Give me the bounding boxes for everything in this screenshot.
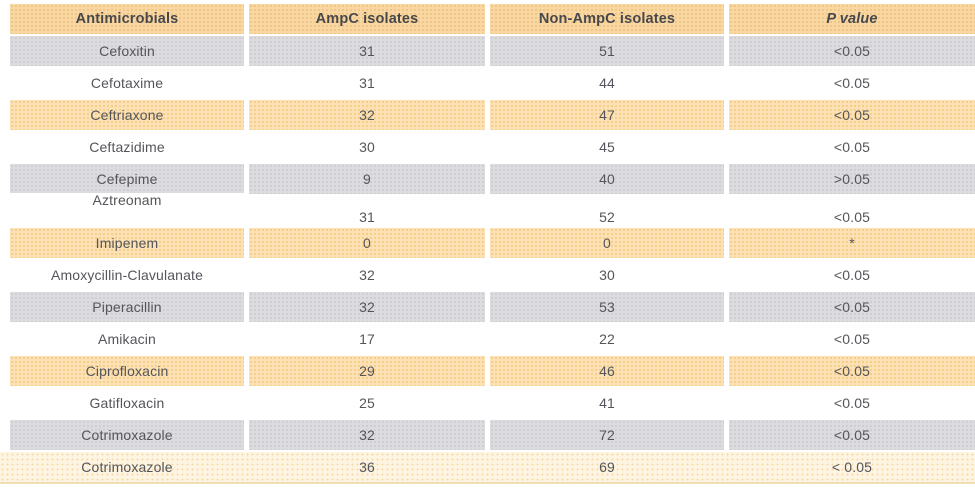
cell-non-ampc-isolates: 72 — [490, 420, 724, 450]
cell-p-value: <0.05 — [729, 324, 975, 354]
cell-ampc-isolates: 30 — [249, 132, 485, 162]
cell-non-ampc-isolates: 22 — [490, 324, 724, 354]
cell-antimicrobial: Amoxycillin-Clavulanate — [10, 260, 244, 290]
cell-ampc-isolates: 32 — [249, 420, 485, 450]
cell-p-value: <0.05 — [729, 132, 975, 162]
table-header-row: Antimicrobials AmpC isolates Non-AmpC is… — [10, 4, 975, 34]
cell-p-value: <0.05 — [729, 292, 975, 322]
cell-non-ampc-isolates: 40 — [490, 164, 724, 194]
cell-p-value: <0.05 — [729, 388, 975, 418]
cell-ampc-isolates: 31 — [249, 196, 485, 226]
cell-ampc-isolates: 32 — [249, 100, 485, 130]
cell-antimicrobial: Ciprofloxacin — [10, 356, 244, 386]
table-row: Amoxycillin-Clavulanate 32 30 <0.05 — [10, 260, 975, 290]
cell-antimicrobial: Aztreonam — [10, 193, 244, 226]
cell-p-value: <0.05 — [729, 68, 975, 98]
cell-antimicrobial: Cefotaxime — [10, 68, 244, 98]
cell-non-ampc-isolates: 44 — [490, 68, 724, 98]
cell-antimicrobial: Amikacin — [10, 324, 244, 354]
cell-p-value: < 0.05 — [831, 459, 873, 475]
antimicrobials-table: Antimicrobials AmpC isolates Non-AmpC is… — [0, 4, 975, 484]
cell-p-value: <0.05 — [729, 356, 975, 386]
column-header-ampc-isolates: AmpC isolates — [249, 4, 485, 34]
table-row: Cefoxitin 31 51 <0.05 — [10, 36, 975, 66]
cell-ampc-isolates: 32 — [249, 260, 485, 290]
cell-ampc-isolates: 17 — [249, 324, 485, 354]
table-row: Cefotaxime 31 44 <0.05 — [10, 68, 975, 98]
table-row: Ciprofloxacin 29 46 <0.05 — [10, 356, 975, 386]
cell-non-ampc-isolates: 53 — [490, 292, 724, 322]
cell-ampc-isolates: 29 — [249, 356, 485, 386]
cell-antimicrobial: Ceftazidime — [10, 132, 244, 162]
cell-ampc-isolates: 31 — [249, 36, 485, 66]
table-row: Ceftazidime 30 45 <0.05 — [10, 132, 975, 162]
cell-antimicrobial: Piperacillin — [10, 292, 244, 322]
cell-p-value: >0.05 — [729, 164, 975, 194]
cell-ampc-isolates: 31 — [249, 68, 485, 98]
cell-non-ampc-isolates: 45 — [490, 132, 724, 162]
cell-non-ampc-isolates: 51 — [490, 36, 724, 66]
cell-p-value: <0.05 — [729, 260, 975, 290]
cell-ampc-isolates: 36 — [359, 459, 375, 475]
cell-p-value: <0.05 — [729, 36, 975, 66]
table-row: Aztreonam 31 52 <0.05 — [10, 193, 975, 226]
table-row: Cotrimoxazole 36 69 < 0.05 — [0, 452, 975, 484]
cell-ampc-isolates: 32 — [249, 292, 485, 322]
cell-antimicrobial: Cefoxitin — [10, 36, 244, 66]
cell-antimicrobial: Cefepime — [10, 164, 244, 194]
table-row: Piperacillin 32 53 <0.05 — [10, 292, 975, 322]
cell-antimicrobial: Ceftriaxone — [10, 100, 244, 130]
cell-antimicrobial: Cotrimoxazole — [10, 420, 244, 450]
cell-non-ampc-isolates: 69 — [599, 459, 615, 475]
cell-non-ampc-isolates: 30 — [490, 260, 724, 290]
column-header-antimicrobials: Antimicrobials — [10, 4, 244, 34]
cell-antimicrobial: Imipenem — [10, 228, 244, 258]
cell-non-ampc-isolates: 52 — [490, 196, 724, 226]
cell-p-value: <0.05 — [729, 420, 975, 450]
cell-antimicrobial: Gatifloxacin — [10, 388, 244, 418]
table-row: Imipenem 0 0 * — [10, 228, 975, 258]
table-row: Cotrimoxazole 32 72 <0.05 — [10, 420, 975, 450]
column-header-non-ampc-isolates: Non-AmpC isolates — [490, 4, 724, 34]
table-row: Ceftriaxone 32 47 <0.05 — [10, 100, 975, 130]
cell-non-ampc-isolates: 0 — [490, 228, 724, 258]
table-row: Amikacin 17 22 <0.05 — [10, 324, 975, 354]
table-row: Gatifloxacin 25 41 <0.05 — [10, 388, 975, 418]
cell-ampc-isolates: 0 — [249, 228, 485, 258]
cell-p-value: <0.05 — [729, 196, 975, 226]
cell-non-ampc-isolates: 47 — [490, 100, 724, 130]
cell-p-value: <0.05 — [729, 100, 975, 130]
cell-non-ampc-isolates: 46 — [490, 356, 724, 386]
table-row: Cefepime 9 40 >0.05 — [10, 164, 975, 194]
column-header-p-value: P value — [729, 4, 975, 34]
cell-non-ampc-isolates: 41 — [490, 388, 724, 418]
cell-antimicrobial: Cotrimoxazole — [81, 459, 173, 475]
cell-p-value: * — [729, 228, 975, 258]
cell-ampc-isolates: 9 — [249, 164, 485, 194]
cell-ampc-isolates: 25 — [249, 388, 485, 418]
